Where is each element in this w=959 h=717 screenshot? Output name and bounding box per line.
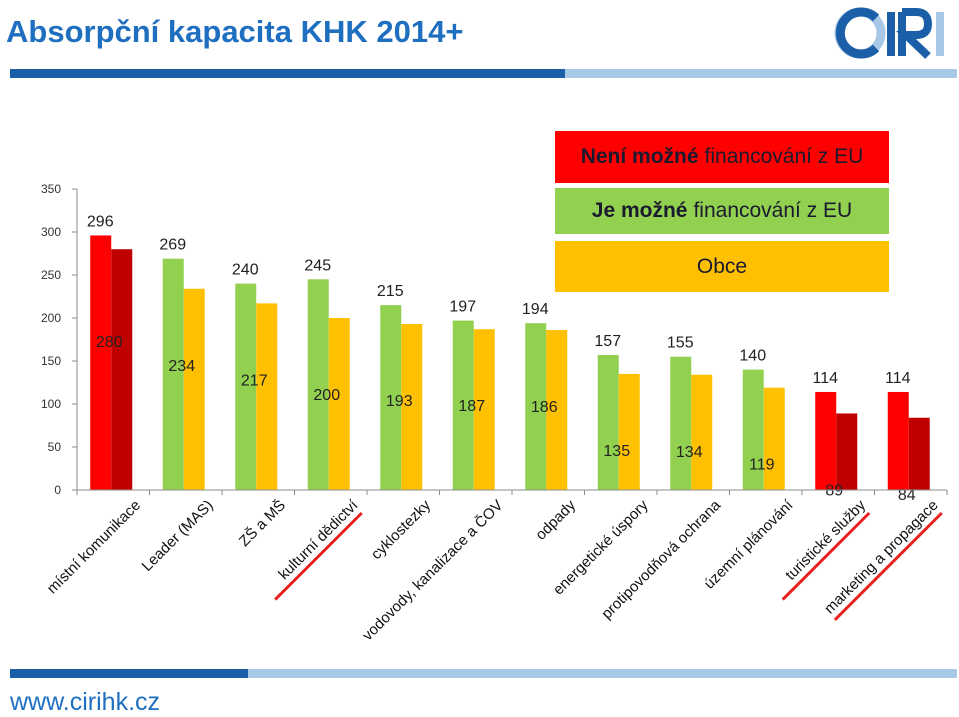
data-label-first-4: 215 [377, 283, 404, 300]
legend-item-not-eligible: Není možné financování z EU [555, 131, 889, 183]
bar-first-2 [235, 283, 257, 490]
bar-second-1 [183, 288, 205, 490]
y-tick-label-4: 200 [41, 311, 61, 325]
page-title: Absorpční kapacita KHK 2014+ [6, 14, 464, 49]
bar-first-5 [452, 320, 474, 490]
data-label-first-2: 240 [232, 262, 259, 279]
y-tick-label-6: 300 [41, 225, 61, 239]
data-label-first-7: 157 [594, 333, 621, 350]
bar-second-7 [618, 373, 640, 490]
legend-item-bold: Není možné [580, 145, 699, 168]
y-tick-label-7: 350 [41, 182, 61, 196]
bar-first-4 [380, 305, 402, 490]
x-tick-label-8: protipovodňová ochrana [598, 496, 724, 622]
bar-second-6 [546, 330, 568, 490]
bar-second-10 [836, 413, 858, 490]
data-label-first-9: 140 [739, 348, 766, 365]
x-tick-label-4: cyklostezky [368, 496, 435, 563]
legend-item-text: financování z EU [704, 145, 864, 168]
bar-first-10 [815, 391, 837, 490]
data-label-first-8: 155 [667, 335, 694, 352]
legend-item-text: Obce [696, 254, 748, 278]
data-label-first-10: 114 [812, 370, 838, 387]
data-label-first-0: 296 [87, 213, 114, 230]
bar-second-8 [691, 374, 713, 490]
y-tick-label-2: 100 [41, 397, 61, 411]
x-tick-label-underline-11 [833, 511, 943, 621]
bar-second-3 [328, 318, 350, 490]
data-label-second-8: 134 [676, 444, 703, 461]
bar-second-11 [908, 417, 930, 490]
data-label-first-5: 197 [449, 299, 476, 316]
bar-second-9 [763, 387, 785, 490]
header-divider-light [565, 69, 957, 78]
bar-first-1 [162, 258, 184, 490]
bar-first-3 [307, 279, 329, 490]
legend-item-municipalities: Obce [555, 241, 889, 292]
data-label-first-1: 269 [159, 237, 186, 254]
x-tick-label-underline-10 [781, 511, 871, 601]
data-label-second-0: 280 [96, 334, 123, 351]
x-tick-label-underline-3 [274, 511, 363, 601]
footer-divider-light [248, 669, 957, 678]
x-tick-label-0: místní komunikace [44, 497, 144, 597]
data-label-second-6: 186 [531, 399, 558, 416]
bar-second-4 [401, 324, 423, 490]
data-label-first-6: 194 [522, 301, 549, 318]
footer-url[interactable]: www.cirihk.cz [10, 688, 161, 716]
bar-second-2 [256, 303, 278, 490]
bar-first-11 [887, 391, 909, 490]
data-label-second-3: 200 [313, 387, 340, 404]
bar-first-7 [597, 354, 619, 490]
legend-item-eligible: Je možné financování z EU [555, 188, 889, 234]
x-tick-label-6: odpady [532, 496, 579, 543]
y-tick-label-0: 0 [54, 483, 61, 497]
data-label-second-7: 135 [603, 443, 630, 460]
data-label-second-11: 84 [898, 487, 916, 504]
logo [832, 4, 956, 62]
data-label-second-1: 234 [168, 358, 195, 375]
y-tick-label-1: 50 [48, 440, 62, 454]
data-label-second-9: 119 [749, 457, 775, 474]
x-tick-label-5: vodovody, kanalizace a ČOV [359, 497, 506, 644]
header-divider-dark [10, 69, 565, 78]
data-label-first-11: 114 [885, 370, 911, 387]
data-label-second-10: 89 [825, 482, 843, 499]
data-label-second-5: 187 [458, 398, 485, 415]
footer-divider-dark [10, 669, 248, 678]
legend-item-bold: Je možné [591, 199, 688, 222]
bar-first-8 [670, 356, 692, 490]
y-tick-label-5: 250 [41, 268, 61, 282]
data-label-second-4: 193 [386, 393, 413, 410]
legend-item-text: financování z EU [693, 199, 853, 222]
x-tick-label-1: Leader (MAS) [139, 497, 217, 575]
bar-first-6 [525, 323, 547, 490]
bar-second-0 [111, 249, 133, 490]
y-tick-label-3: 150 [41, 354, 61, 368]
x-tick-label-2: ZŠ a MŠ [236, 497, 289, 550]
bar-second-5 [473, 329, 495, 490]
data-label-first-3: 245 [304, 257, 331, 274]
bar-first-9 [742, 369, 764, 490]
ciri-logo-icon [834, 7, 944, 59]
data-label-second-2: 217 [241, 372, 268, 389]
bar-first-0 [90, 235, 112, 490]
